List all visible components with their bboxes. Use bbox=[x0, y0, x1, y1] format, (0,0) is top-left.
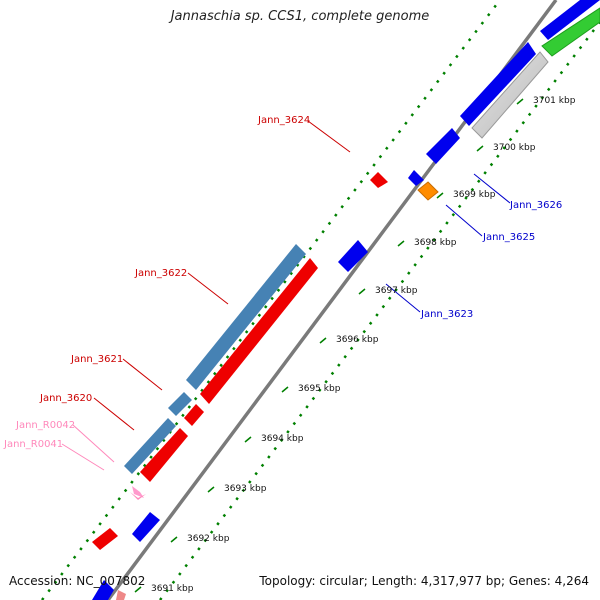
label-jann-3625[interactable]: Jann_3625 bbox=[482, 232, 535, 243]
tick-label: 3700 kbp bbox=[493, 143, 536, 153]
forward-gene-lower[interactable] bbox=[132, 512, 160, 542]
rrna-feature-green[interactable] bbox=[541, 7, 600, 57]
reverse-gene-3624[interactable] bbox=[370, 172, 388, 188]
genome-title: Jannaschia sp. CCS1, complete genome bbox=[170, 9, 430, 24]
tick-mark bbox=[358, 288, 366, 295]
rna-gene-r0042[interactable] bbox=[132, 486, 144, 498]
forward-gene-bottom-edge[interactable] bbox=[92, 580, 114, 600]
reverse-gene-bottom-edge[interactable] bbox=[116, 590, 126, 600]
tick-mark bbox=[134, 586, 142, 593]
label-jann-3622[interactable]: Jann_3622 bbox=[134, 268, 187, 279]
inner-dotted-ring bbox=[159, 21, 600, 600]
forward-gene-3626b[interactable] bbox=[426, 128, 460, 164]
forward-gene-top-edge[interactable] bbox=[540, 0, 600, 40]
tick-mark bbox=[436, 192, 444, 199]
tick-mark bbox=[516, 98, 524, 105]
tick-label: 3701 kbp bbox=[533, 96, 576, 106]
label-jann-3621[interactable]: Jann_3621 bbox=[70, 354, 123, 365]
forward-gene-3626[interactable] bbox=[408, 170, 424, 186]
tick-mark bbox=[476, 145, 484, 152]
tick-labels: 3691 kbp 3692 kbp 3693 kbp 3694 kbp 3695 kbp… bbox=[134, 96, 576, 594]
label-jann-3623[interactable]: Jann_3623 bbox=[420, 309, 473, 320]
label-jann-r0042[interactable]: Jann_R0042 bbox=[15, 420, 75, 431]
tick-label: 3696 kbp bbox=[336, 335, 379, 345]
forward-gene-3623[interactable] bbox=[338, 240, 368, 272]
tick-label: 3699 kbp bbox=[453, 190, 496, 200]
outer-dotted-ring bbox=[41, 0, 501, 600]
grey-feature[interactable] bbox=[471, 51, 549, 139]
label-connector-lines bbox=[61, 120, 511, 471]
label-jann-3620[interactable]: Jann_3620 bbox=[39, 393, 92, 404]
topology-summary: Topology: circular; Length: 4,317,977 bp… bbox=[259, 574, 589, 588]
tick-label: 3691 kbp bbox=[151, 584, 194, 594]
accession-text: Accession: NC_007802 bbox=[9, 574, 146, 588]
tick-mark bbox=[170, 536, 178, 543]
rna-gene-r0041[interactable] bbox=[130, 492, 146, 500]
gene-labels: Jann_3624 Jann_3622 Jann_3621 Jann_3620 Jann… bbox=[3, 115, 562, 450]
gene-3622-steelblue[interactable] bbox=[186, 244, 306, 390]
tick-label: 3694 kbp bbox=[261, 434, 304, 444]
gene-3620-steelblue[interactable] bbox=[124, 418, 176, 474]
label-jann-3624[interactable]: Jann_3624 bbox=[257, 115, 310, 126]
label-jann-r0041[interactable]: Jann_R0041 bbox=[3, 439, 63, 450]
tick-mark bbox=[244, 436, 252, 443]
tick-label: 3695 kbp bbox=[298, 384, 341, 394]
tick-label: 3693 kbp bbox=[224, 484, 267, 494]
tick-label: 3697 kbp bbox=[375, 286, 418, 296]
tick-label: 3698 kbp bbox=[414, 238, 457, 248]
reverse-gene-3622[interactable] bbox=[200, 258, 318, 404]
pseudo-gene-3625[interactable] bbox=[417, 181, 439, 201]
tick-label: 3692 kbp bbox=[187, 534, 230, 544]
tick-mark bbox=[281, 386, 289, 393]
reverse-gene-lower[interactable] bbox=[92, 528, 118, 550]
forward-gene-3627[interactable] bbox=[460, 42, 536, 126]
reverse-gene-3621[interactable] bbox=[184, 404, 204, 426]
label-jann-3626[interactable]: Jann_3626 bbox=[509, 200, 562, 211]
gene-3621-steelblue[interactable] bbox=[168, 392, 192, 416]
tick-mark bbox=[397, 240, 405, 247]
tick-mark bbox=[207, 486, 215, 493]
reverse-gene-3620[interactable] bbox=[140, 428, 188, 482]
tick-mark bbox=[319, 337, 327, 344]
